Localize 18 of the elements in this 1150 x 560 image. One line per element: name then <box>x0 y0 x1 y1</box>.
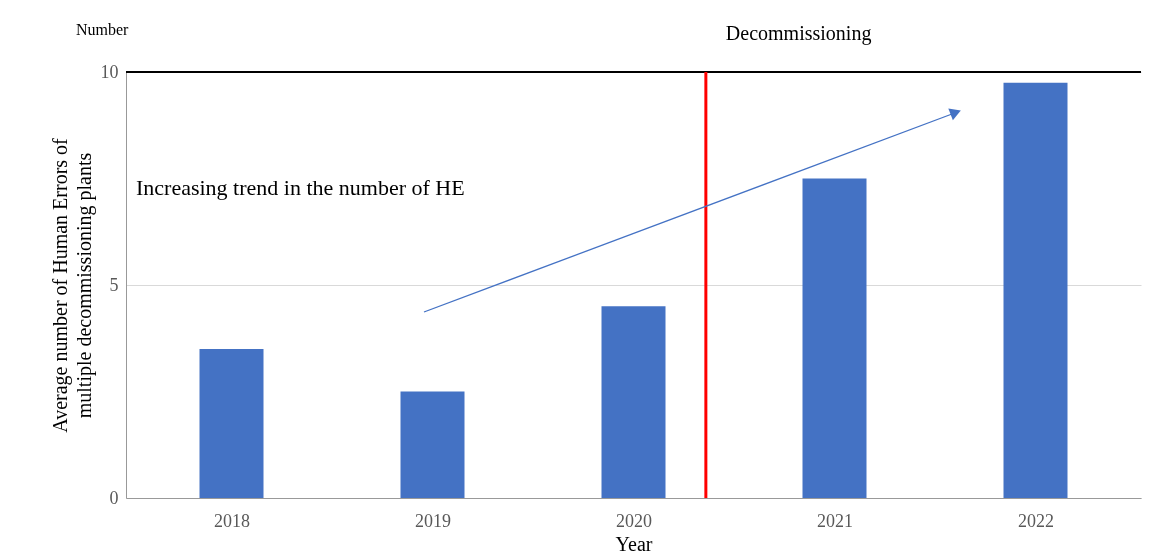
bar <box>1003 82 1068 498</box>
x-tick-label: 2019 <box>415 510 451 531</box>
ref-line-label: Decommissioning <box>725 22 872 45</box>
x-tick-label: 2020 <box>616 510 652 531</box>
bar <box>400 391 465 498</box>
bar <box>199 348 264 498</box>
x-axis-title: Year <box>615 532 653 555</box>
x-tick-label: 2018 <box>214 510 250 531</box>
bar <box>802 178 867 498</box>
y-tick-label: 5 <box>109 274 119 295</box>
text: Number <box>76 21 130 38</box>
annotation: Increasing trend in the number of HE <box>136 175 465 200</box>
bar <box>601 306 666 498</box>
y-tick-label: 10 <box>100 61 119 82</box>
x-tick-label: 2022 <box>1018 510 1054 531</box>
x-tick-label: 2021 <box>817 510 853 531</box>
y-tick-label: 0 <box>109 487 119 508</box>
y-axis-title: Average number of Human Errors of multiple decommissioning plants <box>48 137 96 433</box>
